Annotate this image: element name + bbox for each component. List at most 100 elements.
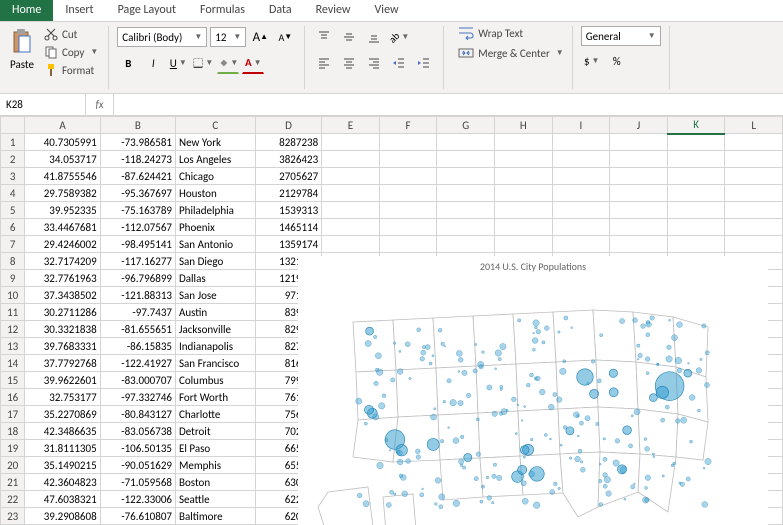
cell[interactable]: 34.053717 [25, 151, 100, 168]
column-header-C[interactable]: C [175, 117, 255, 134]
tab-review[interactable]: Review [304, 0, 363, 21]
cell[interactable]: -112.07567 [100, 219, 175, 236]
cell[interactable]: -121.88313 [100, 287, 175, 304]
cell[interactable] [379, 151, 437, 168]
cell[interactable]: -86.15835 [100, 338, 175, 355]
cell[interactable]: Columbus [175, 372, 255, 389]
increase-indent-button[interactable] [413, 52, 435, 74]
column-header-J[interactable]: J [610, 117, 668, 134]
cell[interactable]: 41.8755546 [25, 168, 100, 185]
cell[interactable] [667, 236, 725, 253]
cell[interactable]: 2705627 [255, 168, 321, 185]
cell[interactable]: -83.056738 [100, 423, 175, 440]
cell[interactable]: 37.7792768 [25, 355, 100, 372]
row-header[interactable]: 2 [1, 151, 25, 168]
cell[interactable]: -80.843127 [100, 406, 175, 423]
chart-overlay[interactable]: 2014 U.S. City Populations https://plot.… [298, 256, 768, 525]
cell[interactable]: -81.655651 [100, 321, 175, 338]
percent-button[interactable]: % [606, 50, 628, 72]
cell[interactable] [379, 168, 437, 185]
cell[interactable] [725, 168, 783, 185]
cell[interactable]: -71.059568 [100, 474, 175, 491]
row-header[interactable]: 15 [1, 372, 25, 389]
cell[interactable]: El Paso [175, 440, 255, 457]
row-header[interactable]: 1 [1, 134, 25, 151]
cell[interactable] [437, 219, 495, 236]
cell[interactable]: Memphis [175, 457, 255, 474]
cell[interactable]: Charlotte [175, 406, 255, 423]
column-header-A[interactable]: A [25, 117, 100, 134]
cell[interactable] [725, 202, 783, 219]
row-header[interactable]: 11 [1, 304, 25, 321]
align-middle-button[interactable] [338, 26, 360, 48]
cell[interactable]: Austin [175, 304, 255, 321]
tab-view[interactable]: View [363, 0, 411, 21]
cell[interactable]: Jacksonville [175, 321, 255, 338]
cell[interactable]: 42.3604823 [25, 474, 100, 491]
cell[interactable]: -97.7437 [100, 304, 175, 321]
cell[interactable]: -73.986581 [100, 134, 175, 151]
cell[interactable] [494, 236, 552, 253]
align-center-button[interactable] [338, 52, 360, 74]
cell[interactable] [494, 185, 552, 202]
column-header-K[interactable]: K [667, 117, 725, 134]
tab-page-layout[interactable]: Page Layout [106, 0, 188, 21]
cell[interactable]: -106.50135 [100, 440, 175, 457]
cell[interactable]: -83.000707 [100, 372, 175, 389]
font-size-select[interactable]: 12▼ [210, 27, 246, 47]
cell[interactable] [725, 134, 783, 151]
cell[interactable] [667, 185, 725, 202]
cell[interactable] [552, 168, 610, 185]
fill-color-button[interactable]: ▼ [217, 52, 239, 74]
row-header[interactable]: 22 [1, 491, 25, 508]
cell[interactable] [667, 151, 725, 168]
cell[interactable] [494, 151, 552, 168]
cell[interactable]: 30.3321838 [25, 321, 100, 338]
cell[interactable]: 33.4467681 [25, 219, 100, 236]
cell[interactable] [725, 219, 783, 236]
cell[interactable] [552, 236, 610, 253]
column-header-B[interactable]: B [100, 117, 175, 134]
row-header[interactable]: 4 [1, 185, 25, 202]
cell[interactable]: Boston [175, 474, 255, 491]
number-format-select[interactable]: General▼ [581, 26, 661, 46]
cell[interactable] [379, 134, 437, 151]
cell[interactable]: 3826423 [255, 151, 321, 168]
tab-insert[interactable]: Insert [53, 0, 105, 21]
cell[interactable]: -95.367697 [100, 185, 175, 202]
cell[interactable] [494, 202, 552, 219]
cell[interactable]: -122.33006 [100, 491, 175, 508]
row-header[interactable]: 7 [1, 236, 25, 253]
cell[interactable] [667, 168, 725, 185]
cell[interactable]: Baltimore [175, 508, 255, 525]
copy-button[interactable]: Copy▼ [42, 44, 100, 60]
cell[interactable]: 35.2270869 [25, 406, 100, 423]
cell[interactable]: 29.4246002 [25, 236, 100, 253]
row-header[interactable]: 3 [1, 168, 25, 185]
cell[interactable]: 40.7305991 [25, 134, 100, 151]
cell[interactable]: Houston [175, 185, 255, 202]
cell[interactable]: -76.610807 [100, 508, 175, 525]
align-top-button[interactable] [313, 26, 335, 48]
currency-button[interactable]: $▼ [581, 50, 603, 72]
cell[interactable]: San Diego [175, 253, 255, 270]
cell[interactable]: New York [175, 134, 255, 151]
row-header[interactable]: 16 [1, 389, 25, 406]
align-bottom-button[interactable] [363, 26, 385, 48]
cell[interactable]: 37.3438502 [25, 287, 100, 304]
row-header[interactable]: 21 [1, 474, 25, 491]
cell[interactable] [552, 134, 610, 151]
row-header[interactable]: 10 [1, 287, 25, 304]
column-header-E[interactable]: E [322, 117, 380, 134]
cell[interactable]: -118.24273 [100, 151, 175, 168]
cell[interactable] [725, 151, 783, 168]
cell[interactable]: Philadelphia [175, 202, 255, 219]
paste-button[interactable]: Paste [6, 26, 38, 78]
align-right-button[interactable] [363, 52, 385, 74]
cell[interactable]: Indianapolis [175, 338, 255, 355]
increase-font-button[interactable]: A▲ [249, 26, 271, 48]
cell[interactable] [437, 236, 495, 253]
decrease-font-button[interactable]: A▼ [274, 26, 296, 48]
cell[interactable]: 8287238 [255, 134, 321, 151]
tab-home[interactable]: Home [0, 0, 53, 21]
